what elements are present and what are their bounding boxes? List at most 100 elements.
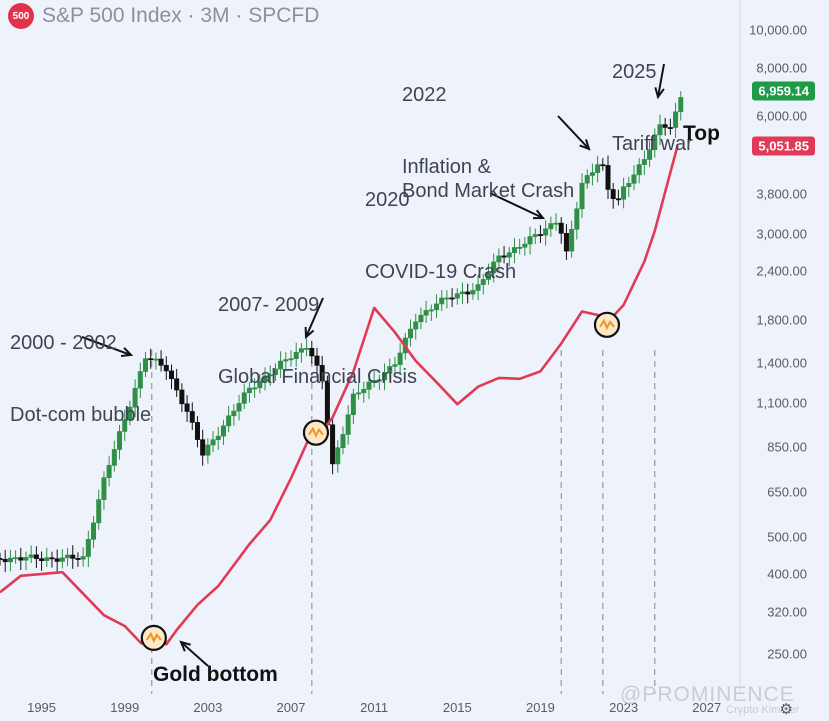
candle-body xyxy=(278,360,284,370)
candle-body xyxy=(65,554,71,559)
candle-body xyxy=(96,499,102,524)
annotation-arrow-head xyxy=(532,209,546,220)
watermark-brand: @PROMINENCE xyxy=(620,683,795,706)
candle-body xyxy=(184,403,190,412)
candle-body xyxy=(54,558,60,562)
candle-body xyxy=(569,228,575,252)
candle-body xyxy=(319,365,325,382)
candle-body xyxy=(122,419,128,432)
price-tick: 6,000.00 xyxy=(756,108,807,124)
candle-body xyxy=(91,522,97,540)
candle-body xyxy=(252,387,258,390)
candle-body xyxy=(200,439,206,456)
candle-body xyxy=(18,557,24,561)
price-tick: 650.00 xyxy=(767,484,807,500)
candle-body xyxy=(304,347,310,350)
gear-icon[interactable]: ⚙ xyxy=(779,701,793,718)
sp500-candles xyxy=(0,91,684,572)
candle-body xyxy=(678,97,684,113)
candle-body xyxy=(85,539,91,557)
candle-body xyxy=(168,370,174,380)
candle-body xyxy=(376,379,382,382)
candle-body xyxy=(465,291,471,295)
annotation-gfc-label: Global Financial Crisis xyxy=(218,366,417,388)
price-tick: 850.00 xyxy=(767,439,807,455)
chart-title[interactable]: S&P 500 Index · 3M · SPCFD xyxy=(42,4,320,27)
candle-body xyxy=(408,328,414,339)
gold-bottom-circle xyxy=(593,311,621,338)
candle-body xyxy=(7,557,13,563)
watermark-sub: Crypto Kimmer xyxy=(726,704,800,716)
candle-body xyxy=(382,372,388,381)
candle-body xyxy=(574,208,580,230)
candle-body xyxy=(33,554,39,559)
candle-body xyxy=(428,309,434,312)
annotation-dotcom-label: Dot-com bubble xyxy=(10,404,152,426)
candle-body xyxy=(662,124,668,128)
candle-body xyxy=(330,424,336,465)
price-tick: 1,100.00 xyxy=(756,395,807,411)
candle-body xyxy=(246,387,252,394)
candle-body xyxy=(548,223,554,230)
candle-body xyxy=(361,389,367,394)
candle-body xyxy=(418,314,424,323)
candle-body xyxy=(439,297,445,305)
annotation-arrow-shaft xyxy=(305,297,324,338)
candle-body xyxy=(423,310,429,316)
candle-body xyxy=(558,222,564,234)
annotation-arrow-shaft xyxy=(180,641,209,667)
candle-body xyxy=(189,411,195,423)
candle-body xyxy=(345,414,351,435)
price-tick: 400.00 xyxy=(767,566,807,582)
current-price-label: 6,959.14 xyxy=(752,81,815,101)
price-tick: 320.00 xyxy=(767,604,807,620)
candle-body xyxy=(210,439,216,446)
annotation-gfc-year: 2007- 2009 xyxy=(218,294,320,316)
candle-body xyxy=(335,447,341,465)
candle-body xyxy=(148,358,154,361)
candle-body xyxy=(314,355,320,366)
candle-body xyxy=(101,477,107,500)
symbol-badge[interactable]: 500 xyxy=(8,3,34,29)
candle-body xyxy=(117,431,123,450)
candle-body xyxy=(143,358,149,372)
candle-body xyxy=(163,364,169,372)
candle-body xyxy=(137,371,143,389)
candle-body xyxy=(667,127,673,129)
candle-body xyxy=(517,246,523,249)
candle-body xyxy=(111,449,117,466)
candle-body xyxy=(13,557,19,560)
candle-body xyxy=(605,165,611,190)
candle-body xyxy=(28,554,34,558)
price-tick: 3,000.00 xyxy=(756,226,807,242)
candle-body xyxy=(397,352,403,365)
candle-body xyxy=(626,183,632,187)
annotation-arrow-head xyxy=(579,139,591,151)
candle-body xyxy=(434,303,440,311)
candle-body xyxy=(153,358,159,361)
candle-body xyxy=(506,252,512,258)
candle-body xyxy=(589,172,595,176)
candle-body xyxy=(641,159,647,165)
gold-bottom-markers xyxy=(140,311,621,651)
price-tick: 10,000.00 xyxy=(749,22,807,38)
candle-body xyxy=(366,381,372,390)
candle-body xyxy=(485,272,491,280)
candle-body xyxy=(584,175,590,184)
candle-body xyxy=(579,182,585,210)
annotation-arrow-head xyxy=(654,87,665,100)
candle-body xyxy=(23,557,29,561)
candle-body xyxy=(444,297,450,300)
candle-body xyxy=(527,236,533,245)
candle-body xyxy=(621,186,627,200)
candle-body xyxy=(459,291,465,294)
annotation-tariff-year: 2025 xyxy=(612,61,657,83)
candle-body xyxy=(537,234,543,236)
candle-body xyxy=(257,380,263,389)
candle-body xyxy=(288,358,294,361)
annotation-covid-label: COVID-19 Crash xyxy=(365,261,517,283)
gold-bottom-squiggle xyxy=(599,318,615,331)
candle-body xyxy=(127,406,133,420)
candle-body xyxy=(392,364,398,367)
candle-body xyxy=(205,444,211,456)
